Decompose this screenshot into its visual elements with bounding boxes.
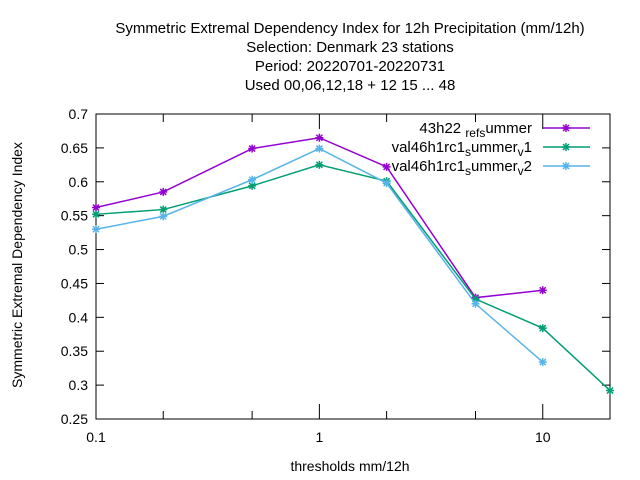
data-point	[315, 144, 324, 153]
data-point	[92, 210, 100, 219]
data-point	[315, 133, 324, 142]
data-point	[248, 175, 257, 184]
x-tick-label: 0.1	[86, 429, 106, 445]
title-line: Period: 20220701-20220731	[255, 58, 445, 75]
data-point	[248, 144, 257, 153]
legend-label: val46h1rc1summerv1	[392, 139, 532, 159]
legend: 43h22 refsummerval46h1rc1summerv1val46h1…	[392, 120, 590, 178]
ticks: 0.25 0.3 0.35 0.4 0.45 0.5 0.55 0.6 0.65 0.7 0.1 1 1…	[61, 106, 611, 445]
data-point	[92, 203, 100, 212]
data-point	[471, 299, 480, 308]
data-point	[382, 162, 391, 171]
series-line	[95, 164, 611, 392]
axes	[95, 113, 611, 420]
data-point	[606, 386, 614, 395]
y-tick-label: 0.5	[69, 242, 89, 258]
data-point	[538, 358, 547, 367]
series-line	[95, 147, 544, 363]
y-tick-label: 0.25	[61, 411, 88, 427]
y-tick-label: 0.7	[69, 106, 89, 122]
legend-label: 43h22 refsummer	[419, 120, 532, 140]
y-tick-label: 0.4	[69, 309, 89, 325]
data-point	[382, 179, 391, 188]
x-tick-label: 1	[315, 429, 323, 445]
data-point	[159, 212, 168, 221]
data-point	[315, 160, 324, 169]
chart-title: Symmetric Extremal Dependency Index for …	[115, 20, 584, 94]
data-point	[92, 225, 100, 234]
title-line: Selection: Denmark 23 stations	[246, 39, 454, 56]
data-point	[538, 324, 547, 333]
y-tick-label: 0.6	[69, 174, 89, 190]
legend-label: val46h1rc1summerv2	[392, 158, 532, 178]
x-tick-label: 10	[535, 429, 551, 445]
y-tick-label: 0.65	[61, 140, 88, 156]
data-point	[538, 286, 547, 295]
y-tick-label: 0.45	[61, 275, 88, 291]
series-layer	[92, 133, 614, 395]
plot-frame	[95, 113, 611, 420]
y-tick-label: 0.55	[61, 208, 88, 224]
y-tick-label: 0.35	[61, 343, 88, 359]
data-point	[562, 124, 570, 132]
data-point	[159, 205, 168, 214]
y-tick-label: 0.3	[69, 377, 89, 393]
y-axis-label: Symmetric Extremal Dependency Index	[9, 142, 25, 388]
title-line: Used 00,06,12,18 + 12 15 ... 48	[245, 77, 456, 94]
data-point	[562, 143, 570, 151]
data-point	[159, 187, 168, 196]
x-axis-label: thresholds mm/12h	[290, 458, 409, 474]
data-point	[562, 162, 570, 170]
title-line: Symmetric Extremal Dependency Index for …	[115, 20, 584, 37]
